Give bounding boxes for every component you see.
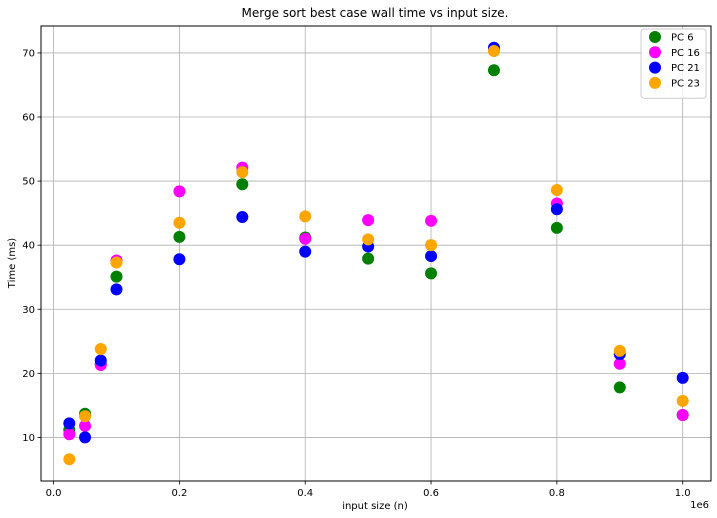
x-tick-label: 0.2: [171, 488, 187, 499]
data-point: [425, 239, 438, 252]
data-point: [94, 354, 107, 367]
data-point: [236, 178, 249, 191]
x-axis: 0.0 0.2 0.4 0.6 0.8 1.0: [46, 481, 691, 499]
data-point: [425, 250, 438, 263]
data-point: [676, 371, 689, 384]
data-point: [79, 419, 92, 432]
x-tick-label: 0.8: [549, 488, 565, 499]
data-point: [173, 185, 186, 198]
data-point: [173, 216, 186, 229]
data-point: [362, 214, 375, 227]
y-tick-label: 10: [22, 433, 35, 444]
data-point: [63, 453, 76, 466]
data-point: [79, 410, 92, 423]
data-point: [425, 267, 438, 280]
series-pc-23: [63, 44, 689, 466]
data-point: [110, 256, 123, 269]
plot-area: [40, 25, 712, 482]
data-point: [94, 342, 107, 355]
x-tick-label: 0.6: [423, 488, 439, 499]
legend-label: PC 6: [671, 33, 694, 44]
data-point: [110, 283, 123, 296]
x-tick-label: 0.4: [297, 488, 313, 499]
legend: PC 6 PC 16 PC 21 PC 23: [640, 28, 707, 99]
data-point: [362, 252, 375, 265]
data-point: [110, 270, 123, 283]
data-point: [425, 214, 438, 227]
y-tick-label: 20: [22, 369, 35, 380]
data-point: [613, 344, 626, 357]
legend-marker: [649, 31, 661, 43]
data-point: [362, 233, 375, 246]
y-tick-label: 60: [22, 113, 35, 124]
plot-frame: [40, 25, 712, 482]
x-tick-label: 1.0: [675, 488, 691, 499]
data-point: [173, 253, 186, 266]
legend-label: PC 23: [671, 78, 700, 89]
x-axis-title: input size (n): [342, 501, 408, 512]
data-point: [299, 245, 312, 258]
legend-marker: [649, 46, 661, 59]
legend-label: PC 16: [671, 48, 700, 59]
y-axis: 10 20 30 40 50 60 70: [22, 48, 41, 444]
data-point: [550, 203, 563, 216]
y-axis-title: Time (ms): [7, 238, 18, 290]
data-point: [79, 431, 92, 444]
data-point: [299, 210, 312, 223]
plot-background: [41, 26, 711, 481]
x-tick-label: 0.0: [46, 488, 62, 499]
legend-marker: [649, 61, 661, 74]
data-point: [487, 44, 500, 57]
data-point: [676, 408, 689, 421]
data-point: [236, 166, 249, 179]
data-point: [613, 357, 626, 370]
y-tick-label: 50: [22, 177, 35, 188]
legend-label: PC 21: [671, 63, 700, 74]
data-point: [550, 221, 563, 234]
data-point: [63, 417, 76, 430]
x-axis-offset-label: 1e6: [690, 500, 709, 511]
data-point: [676, 394, 689, 407]
data-point: [236, 210, 249, 223]
legend-marker: [649, 76, 661, 89]
data-point: [63, 428, 76, 441]
data-point: [613, 381, 626, 394]
data-point: [173, 230, 186, 243]
y-tick-label: 30: [22, 305, 35, 316]
data-points: [63, 41, 689, 466]
data-point: [487, 64, 500, 77]
y-tick-label: 70: [22, 48, 35, 59]
data-point: [299, 232, 312, 245]
chart-title: Merge sort best case wall time vs input …: [242, 6, 509, 20]
y-tick-label: 40: [22, 241, 35, 252]
data-point: [550, 184, 563, 197]
